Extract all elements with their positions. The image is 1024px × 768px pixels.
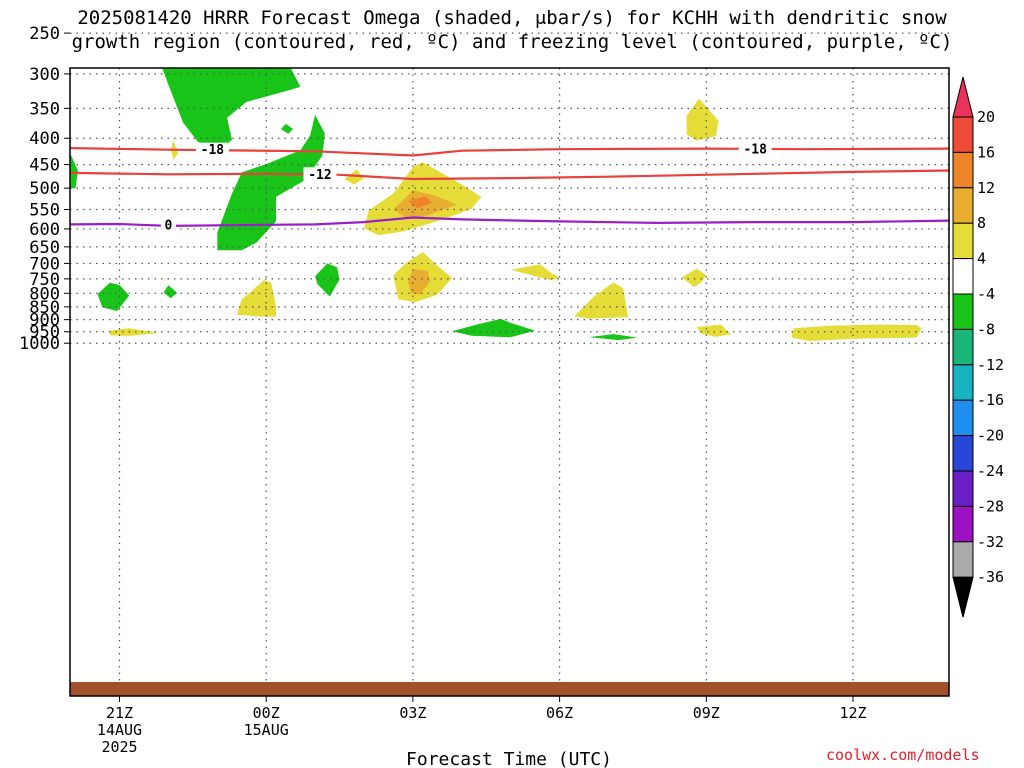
ground-surface-bar	[70, 682, 949, 696]
x-tick-label-21Z: 21Z	[106, 704, 133, 722]
plot-frame	[69, 67, 950, 697]
y-tick-label-450: 450	[29, 156, 60, 176]
omega-region-1	[217, 114, 325, 251]
x-axis-label: Forecast Time (UTC)	[406, 749, 612, 768]
omega-region-21	[696, 324, 731, 337]
x-tick-label-09Z: 09Z	[693, 704, 720, 722]
omega-region-3	[70, 154, 78, 189]
colorbar-label--32: -32	[977, 533, 1004, 551]
colorbar-segment-5	[952, 293, 974, 330]
omega-region-4	[97, 282, 130, 311]
y-tick-label-550: 550	[29, 200, 60, 220]
contour--12	[70, 169, 949, 181]
y-tick-label-300: 300	[29, 65, 60, 85]
colorbar-label--12: -12	[977, 356, 1004, 374]
x-tick-label-03Z: 03Z	[399, 704, 426, 722]
contour-label-bg	[303, 167, 337, 182]
colorbar-segment-10	[952, 470, 974, 507]
colorbar-segment-6	[952, 328, 974, 366]
contour-label-bg	[195, 142, 229, 157]
y-tick-label-800: 800	[29, 284, 60, 304]
y-tick-label-650: 650	[29, 238, 60, 258]
chart-title: 2025081420 HRRR Forecast Omega (shaded, …	[0, 6, 1024, 54]
colorbar-segment-4	[952, 258, 974, 295]
x-tick-label-12Z: 12Z	[839, 704, 866, 722]
colorbar-label-16: 16	[977, 143, 995, 161]
contour-label-bg	[160, 218, 176, 233]
colorbar-segment-2	[952, 187, 974, 224]
x-tick-year-21Z: 2025	[101, 738, 137, 756]
contour-label-bg	[738, 141, 772, 156]
y-tick-label-400: 400	[29, 129, 60, 149]
chart-title-line-1: 2025081420 HRRR Forecast Omega (shaded, …	[77, 7, 947, 29]
colorbar-label-4: 4	[977, 250, 986, 268]
colorbar-label-20: 20	[977, 108, 995, 126]
credit-link[interactable]: coolwx.com/models	[826, 746, 980, 764]
omega-region-5	[163, 285, 178, 299]
y-tick-label-250: 250	[29, 24, 60, 44]
omega-region-19	[681, 268, 707, 288]
x-tick-date-21Z: 14AUG	[97, 721, 142, 739]
omega-region-2	[280, 123, 294, 134]
contour-label: -12	[308, 168, 331, 183]
colorbar-segment-0	[952, 116, 974, 153]
colorbar-label--4: -4	[977, 285, 995, 303]
colorbar-segment-7	[952, 364, 974, 401]
x-tick-label-06Z: 06Z	[546, 704, 573, 722]
y-tick-label-1000: 1000	[19, 334, 60, 354]
omega-region-17	[510, 264, 560, 280]
colorbar-segment-1	[952, 151, 974, 189]
y-tick-label-900: 900	[29, 311, 60, 331]
temperature-contours: -18 -18 -12 0	[70, 141, 949, 234]
colorbar-segment-8	[952, 399, 974, 437]
colorbar-label--36: -36	[977, 568, 1004, 586]
y-axis-tick-labels: 2503003504004505005506006507007508008509…	[19, 24, 60, 354]
colorbar-label--28: -28	[977, 497, 1004, 515]
omega-region-15	[408, 269, 430, 295]
colorbar-segment-12	[952, 541, 974, 578]
omega-region-12	[344, 169, 364, 185]
y-tick-label-350: 350	[29, 99, 60, 119]
colorbar-segment-11	[952, 505, 974, 543]
y-tick-label-850: 850	[29, 298, 60, 318]
colorbar-segment-9	[952, 435, 974, 472]
y-tick-label-600: 600	[29, 220, 60, 240]
colorbar-segment-3	[952, 222, 974, 260]
chart-title-line-2: growth region (contoured, red, ºC) and f…	[71, 31, 953, 53]
omega-region-23	[109, 328, 159, 336]
contour-label: -18	[201, 143, 225, 158]
omega-region-22	[791, 324, 922, 341]
colorbar-label--8: -8	[977, 320, 995, 338]
omega-region-18	[574, 282, 629, 319]
omega-region-8	[588, 334, 638, 341]
x-tick-label-00Z: 00Z	[253, 704, 280, 722]
omega-region-20	[686, 98, 719, 141]
colorbar-label--16: -16	[977, 391, 1004, 409]
colorbar: 20 16 12 8 4 -4 -8 -12 -16 -20 -24 -28 -32 -36	[952, 76, 1004, 618]
contour-label: -18	[743, 142, 767, 157]
omega-region-7	[452, 318, 536, 338]
contour-label: 0	[164, 219, 172, 234]
y-tick-label-950: 950	[29, 323, 60, 343]
plot-area-background	[70, 68, 949, 696]
colorbar-top-arrow	[952, 76, 974, 118]
y-tick-label-500: 500	[29, 179, 60, 199]
colorbar-label-12: 12	[977, 179, 995, 197]
colorbar-label-8: 8	[977, 214, 986, 232]
colorbar-label--24: -24	[977, 462, 1004, 480]
colorbar-label--20: -20	[977, 427, 1004, 445]
x-tick-date-00Z: 15AUG	[244, 721, 289, 739]
omega-region-6	[315, 263, 340, 297]
y-tick-label-750: 750	[29, 270, 60, 290]
colorbar-bottom-arrow	[952, 576, 974, 618]
y-tick-label-700: 700	[29, 254, 60, 274]
omega-region-11	[408, 196, 433, 209]
